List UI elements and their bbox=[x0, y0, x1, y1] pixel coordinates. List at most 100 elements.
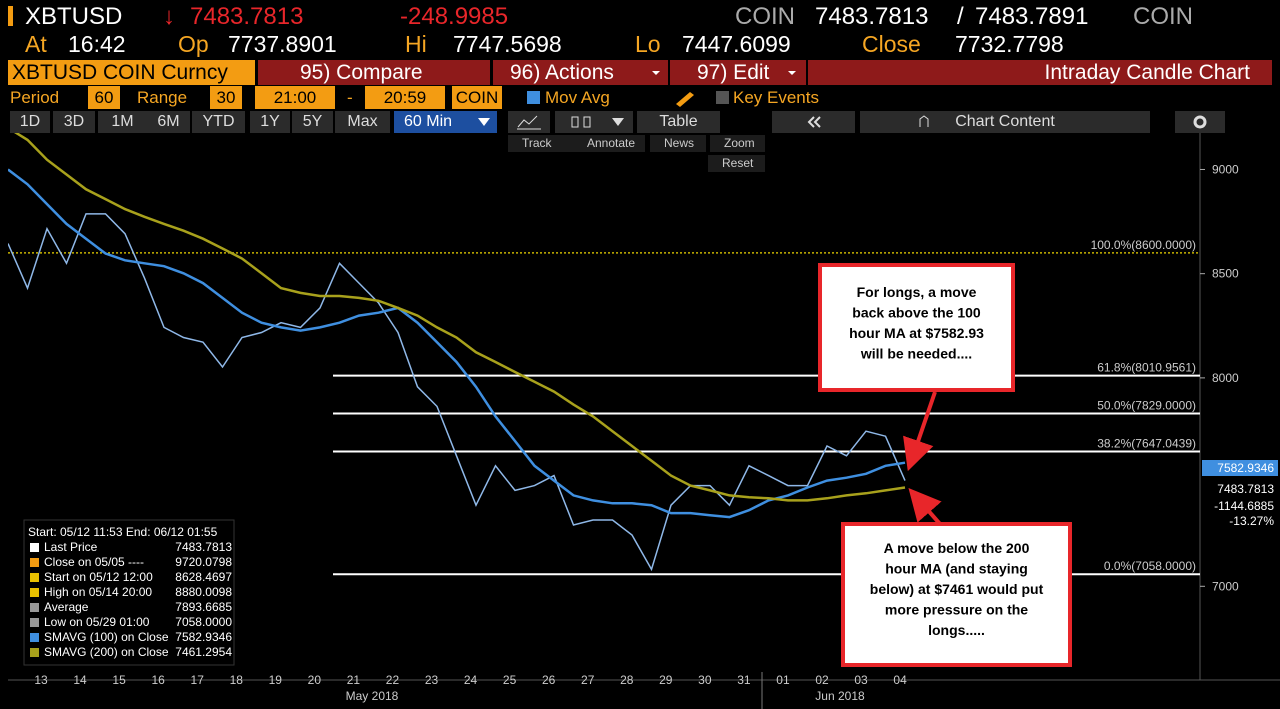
annotation-box bbox=[841, 522, 1072, 667]
annotation-text: hour MA (and staying bbox=[885, 561, 1028, 577]
checkbox[interactable] bbox=[716, 91, 729, 104]
x-tick-label: 17 bbox=[191, 673, 205, 687]
interval[interactable]: 60 Min bbox=[394, 111, 497, 133]
pencil-icon[interactable] bbox=[672, 88, 698, 108]
price-tag-label: 7483.7813 bbox=[1217, 482, 1274, 496]
label: Period bbox=[10, 88, 60, 107]
legend-marker bbox=[30, 603, 39, 612]
tool-button[interactable]: Zoom bbox=[710, 135, 765, 152]
x-tick-label: 02 bbox=[815, 673, 829, 687]
legend-label: Average bbox=[44, 600, 89, 614]
legend-value: 7582.9346 bbox=[175, 630, 232, 644]
dash: - bbox=[347, 88, 353, 107]
table-button[interactable]: Table bbox=[637, 111, 720, 133]
source-input[interactable]: COIN bbox=[452, 86, 502, 109]
span-button[interactable]: 3D bbox=[53, 111, 95, 133]
actions-menu[interactable]: 96) Actions bbox=[493, 60, 668, 85]
tool-button[interactable]: News bbox=[650, 135, 706, 152]
source: COIN bbox=[1133, 3, 1193, 30]
security[interactable]: XBTUSD COIN Curncy bbox=[8, 60, 255, 85]
span-button[interactable]: 1D bbox=[10, 111, 50, 133]
change: -248.9985 bbox=[400, 3, 509, 30]
legend-marker bbox=[30, 558, 39, 567]
label: Hi bbox=[405, 31, 427, 57]
arrow bbox=[908, 487, 942, 526]
settings-button[interactable] bbox=[1175, 111, 1225, 133]
x-tick-label: 28 bbox=[620, 673, 634, 687]
span-button[interactable]: Max bbox=[335, 111, 390, 133]
legend-value: 8628.4697 bbox=[175, 570, 232, 584]
y-tick-label: 8000 bbox=[1212, 371, 1239, 385]
legend-value: 7461.2954 bbox=[175, 645, 232, 659]
direction: ↓ bbox=[163, 3, 175, 30]
legend-value: 9720.0798 bbox=[175, 555, 232, 569]
annotation-text: more pressure on the bbox=[885, 602, 1028, 618]
fib-label: 100.0%(8600.0000) bbox=[1091, 238, 1196, 252]
value: 7732.7798 bbox=[955, 31, 1064, 57]
price-tag bbox=[1202, 513, 1278, 529]
legend-marker bbox=[30, 573, 39, 582]
tool-button[interactable]: Reset bbox=[708, 155, 765, 172]
x-tick-label: 25 bbox=[503, 673, 517, 687]
legend-marker bbox=[30, 543, 39, 552]
fib-label: 61.8%(8010.9561) bbox=[1097, 361, 1196, 375]
tool-button[interactable]: Track bbox=[508, 135, 588, 152]
symbol: XBTUSD bbox=[25, 3, 123, 30]
key-events[interactable]: Key Events bbox=[733, 88, 819, 107]
span-button[interactable]: YTD bbox=[192, 111, 245, 133]
series-line bbox=[8, 168, 906, 519]
period-input[interactable]: 60 bbox=[88, 86, 120, 109]
value: 7447.6099 bbox=[682, 31, 791, 57]
annotation-text: For longs, a move bbox=[857, 284, 977, 300]
span-button[interactable]: 6M bbox=[147, 111, 190, 133]
legend-value: 7893.6685 bbox=[175, 600, 232, 614]
x-tick-label: 30 bbox=[698, 673, 712, 687]
price-tag bbox=[1202, 481, 1278, 497]
bid: 7483.7813 bbox=[815, 3, 929, 30]
annotation-box bbox=[818, 263, 1015, 392]
x-tick-label: 24 bbox=[464, 673, 478, 687]
annotation-text: back above the 100 bbox=[852, 305, 981, 321]
legend-label: Last Price bbox=[44, 540, 98, 554]
start-input[interactable]: 21:00 bbox=[255, 86, 335, 109]
collapse-button[interactable] bbox=[772, 111, 855, 133]
annotation-text: below) at $7461 would put bbox=[870, 581, 1044, 597]
legend-marker bbox=[30, 648, 39, 657]
x-tick-label: 23 bbox=[425, 673, 439, 687]
line-button[interactable] bbox=[508, 111, 550, 133]
y-tick-label: 9000 bbox=[1212, 162, 1239, 176]
x-tick-label: 18 bbox=[230, 673, 244, 687]
mov-avg[interactable]: Mov Avg bbox=[545, 88, 610, 107]
span-button[interactable]: 1M bbox=[98, 111, 147, 133]
legend-label: Close on 05/05 ---- bbox=[44, 555, 144, 569]
x-tick-label: 19 bbox=[269, 673, 283, 687]
edit-menu[interactable]: 97) Edit bbox=[670, 60, 806, 85]
legend bbox=[23, 519, 235, 666]
arrow bbox=[903, 391, 937, 472]
legend-title: Start: 05/12 11:53 End: 06/12 01:55 bbox=[28, 525, 218, 539]
x-tick-label: 31 bbox=[737, 673, 751, 687]
fib-label: 38.2%(7647.0439) bbox=[1097, 436, 1196, 450]
checkbox[interactable] bbox=[527, 91, 540, 104]
source: COIN bbox=[735, 3, 795, 30]
series-line bbox=[14, 133, 906, 502]
x-tick-label: 27 bbox=[581, 673, 595, 687]
value: 7737.8901 bbox=[228, 31, 337, 57]
y-tick-label: 8500 bbox=[1212, 267, 1239, 281]
span-button[interactable]: 1Y bbox=[250, 111, 290, 133]
legend-label: SMAVG (200) on Close bbox=[44, 645, 169, 659]
label: Close bbox=[862, 31, 921, 57]
marker bbox=[8, 6, 13, 26]
tool-button[interactable]: Annotate bbox=[573, 135, 645, 152]
x-tick-label: 21 bbox=[347, 673, 361, 687]
compare-menu[interactable]: 95) Compare bbox=[258, 60, 490, 85]
separator: / bbox=[957, 3, 964, 30]
month-label: Jun 2018 bbox=[815, 689, 865, 703]
x-tick-label: 03 bbox=[854, 673, 868, 687]
chart-content[interactable]: Chart Content bbox=[860, 111, 1150, 133]
range-input[interactable]: 30 bbox=[210, 86, 242, 109]
last: 7483.7813 bbox=[190, 3, 304, 30]
span-button[interactable]: 5Y bbox=[292, 111, 333, 133]
end-input[interactable]: 20:59 bbox=[365, 86, 445, 109]
